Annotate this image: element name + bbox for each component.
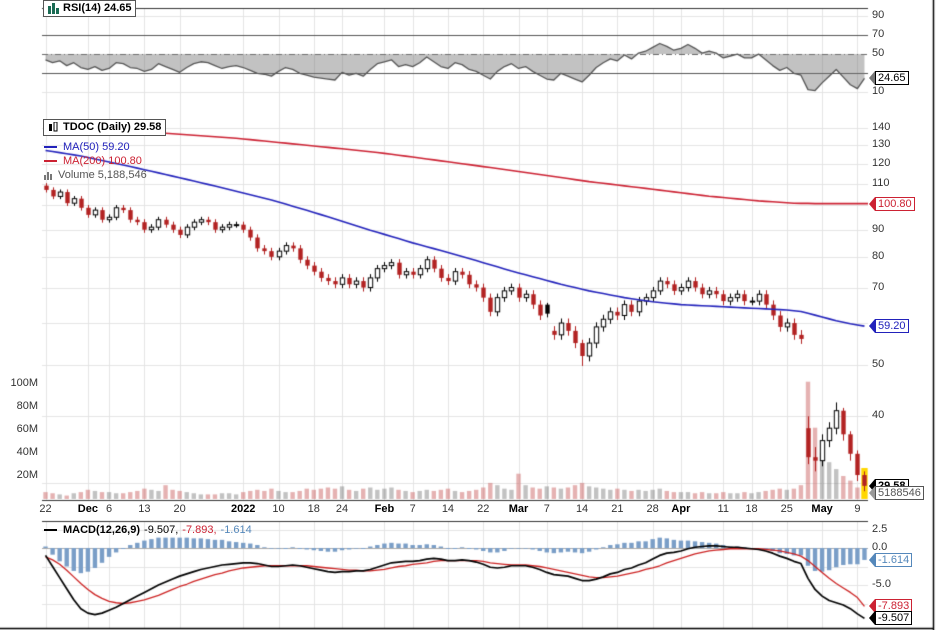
date-axis-tick: Apr: [671, 503, 691, 515]
volume-legend-text: Volume 5,188,546: [58, 169, 147, 181]
rsi-axis-tick: 70: [872, 27, 885, 40]
price-axis-tick: 40: [872, 409, 885, 422]
date-axis-tick: 22: [39, 503, 52, 515]
price-axis-tick: 80: [872, 249, 885, 262]
date-axis-tick: 7: [409, 503, 416, 515]
ma50-line-icon: [44, 146, 57, 148]
price-axis-tick: 130: [872, 138, 891, 151]
macd-axis-tick: -5.0: [872, 578, 891, 590]
macd-axis-tick: 2.5: [872, 522, 888, 535]
date-axis-tick: Dec: [77, 503, 98, 515]
macd-histogram-value: -1.614: [220, 524, 252, 536]
date-axis-tick: 13: [138, 503, 151, 515]
symbol-title-text: TDOC (Daily) 29.58: [63, 121, 162, 133]
date-axis-tick: 2022: [230, 503, 256, 515]
date-axis-tick: 6: [106, 503, 113, 515]
rsi-axis-tick: 10: [872, 85, 885, 98]
macd-axis-tag: -1.614: [869, 552, 913, 567]
price-axis-tag: 59.20: [869, 319, 909, 334]
ma200-legend-text: MA(200) 100.80: [63, 155, 142, 167]
volume-axis-tick: 40M: [16, 446, 38, 458]
volume-axis-tick: 100M: [10, 377, 38, 389]
rsi-axis-tick: 90: [872, 8, 885, 21]
price-axis-tick: 120: [872, 156, 891, 169]
date-axis-tick: Mar: [508, 503, 529, 515]
date-axis-tick: 22: [477, 503, 490, 515]
price-axis-tag: 5188546: [869, 486, 924, 501]
macd-legend: MACD(12,26,9) -9.507, -7.893, -1.614: [44, 524, 252, 536]
ma50-legend-text: MA(50) 59.20: [63, 141, 130, 153]
indicator-icon: [48, 3, 59, 14]
price-axis-tick: 140: [872, 121, 891, 134]
date-axis-tick: 14: [441, 503, 455, 515]
price-axis-tick: 50: [872, 358, 885, 370]
ma200-line-icon: [44, 160, 57, 162]
date-axis-tick: 25: [780, 503, 793, 515]
candlestick-icon: [49, 122, 58, 132]
macd-axis-tag: -9.507: [869, 611, 913, 626]
date-axis-tick: 7: [543, 503, 550, 515]
macd-signal-value: -7.893,: [182, 524, 217, 536]
macd-legend-label: MACD(12,26,9): [63, 524, 141, 536]
price-axis-tag: 100.80: [869, 196, 915, 211]
date-axis-tick: 18: [307, 503, 320, 515]
rsi-axis-tag: 24.65: [869, 71, 909, 86]
date-axis-tick: 11: [717, 503, 729, 515]
volume-axis-tick: 20M: [16, 469, 38, 481]
rsi-legend-text: RSI(14) 24.65: [63, 2, 132, 14]
date-axis-tick: 10: [272, 503, 285, 515]
date-axis-tick: Feb: [374, 503, 395, 515]
volume-axis-tick: 60M: [16, 423, 38, 435]
date-axis-tick: 21: [611, 503, 624, 515]
price-axis-tick: 90: [872, 222, 885, 235]
date-axis-tick: 20: [173, 503, 186, 515]
date-axis-tick: 28: [646, 503, 659, 515]
date-axis-tick: 9: [854, 503, 861, 515]
date-axis-tick: 14: [575, 503, 589, 515]
ma50-legend: MA(50) 59.20: [44, 141, 130, 153]
symbol-title: TDOC (Daily) 29.58: [43, 119, 167, 136]
macd-line-icon: [44, 529, 57, 531]
macd-axis-tick: 0.0: [872, 541, 888, 553]
volume-axis-tick: 80M: [16, 400, 38, 412]
ma200-legend: MA(200) 100.80: [44, 155, 142, 167]
price-axis-tick: 110: [872, 176, 890, 189]
date-axis-tick: May: [811, 503, 833, 515]
date-axis-tick: 18: [745, 503, 758, 515]
rsi-axis-tick: 50: [872, 47, 885, 60]
volume-icon: [44, 172, 52, 180]
price-axis-tick: 70: [872, 280, 885, 293]
date-axis-tick: 24: [335, 503, 349, 515]
rsi-legend: RSI(14) 24.65: [43, 0, 137, 17]
volume-legend: Volume 5,188,546: [44, 169, 147, 181]
macd-value: -9.507,: [144, 524, 179, 536]
